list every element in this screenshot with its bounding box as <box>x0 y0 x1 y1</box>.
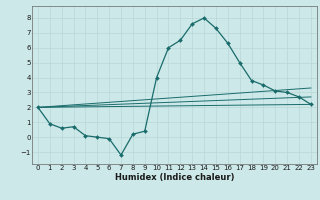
X-axis label: Humidex (Indice chaleur): Humidex (Indice chaleur) <box>115 173 234 182</box>
